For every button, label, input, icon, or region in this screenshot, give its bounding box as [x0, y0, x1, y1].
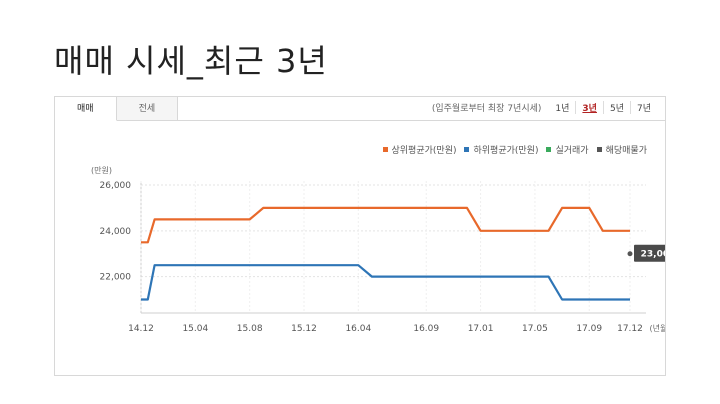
annotation-point	[627, 251, 633, 257]
legend-label-actual: 실거래가	[555, 146, 589, 156]
tab-sale[interactable]: 매매	[55, 97, 117, 121]
annotation-callout-label: 23,000	[641, 250, 665, 260]
x-tick-label: 15.12	[291, 324, 317, 334]
x-tick-label: 14.12	[128, 324, 154, 334]
chart-legend: 상위평균가(만원) 하위평균가(만원) 실거래가 해당매물가	[375, 143, 647, 156]
legend-item-actual[interactable]: 실거래가	[546, 143, 589, 156]
price-panel: 매매 전세 (입주월로부터 최장 7년시세) 1년 3년 5년 7년 상위평균가…	[54, 96, 666, 376]
x-tick-label: 17.05	[522, 324, 548, 334]
x-tick-label: 17.09	[576, 324, 602, 334]
x-tick-label: 16.09	[413, 324, 439, 334]
x-tick-label: 17.12	[617, 324, 643, 334]
y-axis-unit: (만원)	[91, 166, 112, 175]
legend-marker-upper	[382, 147, 388, 152]
x-tick-label: 17.01	[468, 324, 494, 334]
legend-marker-lower	[464, 147, 470, 152]
period-7y-button[interactable]: 7년	[629, 101, 657, 114]
slide-title: 매매 시세_최근 3년	[54, 42, 328, 80]
period-1y-button[interactable]: 1년	[555, 104, 570, 114]
period-selector: (입주월로부터 최장 7년시세) 1년 3년 5년 7년	[432, 101, 657, 114]
tab-divider	[163, 120, 665, 121]
y-tick-label: 22,000	[100, 273, 132, 283]
legend-label-listing: 해당매물가	[605, 146, 647, 156]
price-line-chart: (만원) 26,000 24,000 22,000 14.12 15.04 15.08 15.…	[91, 166, 665, 334]
legend-label-lower: 하위평균가(만원)	[473, 146, 539, 156]
series-line-lower	[141, 264, 630, 301]
y-tick-label: 24,000	[100, 227, 132, 237]
period-note: (입주월로부터 최장 7년시세)	[431, 104, 542, 114]
x-tick-label: 15.04	[182, 324, 208, 334]
series-line-upper	[141, 206, 630, 244]
x-axis-unit: (년월)	[650, 323, 665, 333]
y-tick-label: 26,000	[100, 181, 132, 191]
legend-marker-actual	[546, 147, 552, 152]
legend-item-upper[interactable]: 상위평균가(만원)	[382, 143, 457, 156]
tab-jeonse[interactable]: 전세	[116, 97, 179, 121]
legend-item-listing[interactable]: 해당매물가	[596, 143, 647, 156]
annotation-callout-box	[634, 244, 665, 262]
x-tick-label: 15.08	[237, 324, 263, 334]
legend-label-upper: 상위평균가(만원)	[391, 146, 457, 156]
period-3y-button[interactable]: 3년	[575, 101, 603, 114]
deal-type-tabs: 매매 전세	[55, 97, 179, 121]
legend-item-lower[interactable]: 하위평균가(만원)	[464, 143, 538, 156]
x-tick-label: 16.04	[345, 324, 371, 334]
legend-marker-listing	[596, 147, 602, 152]
period-5y-button[interactable]: 5년	[602, 101, 630, 114]
